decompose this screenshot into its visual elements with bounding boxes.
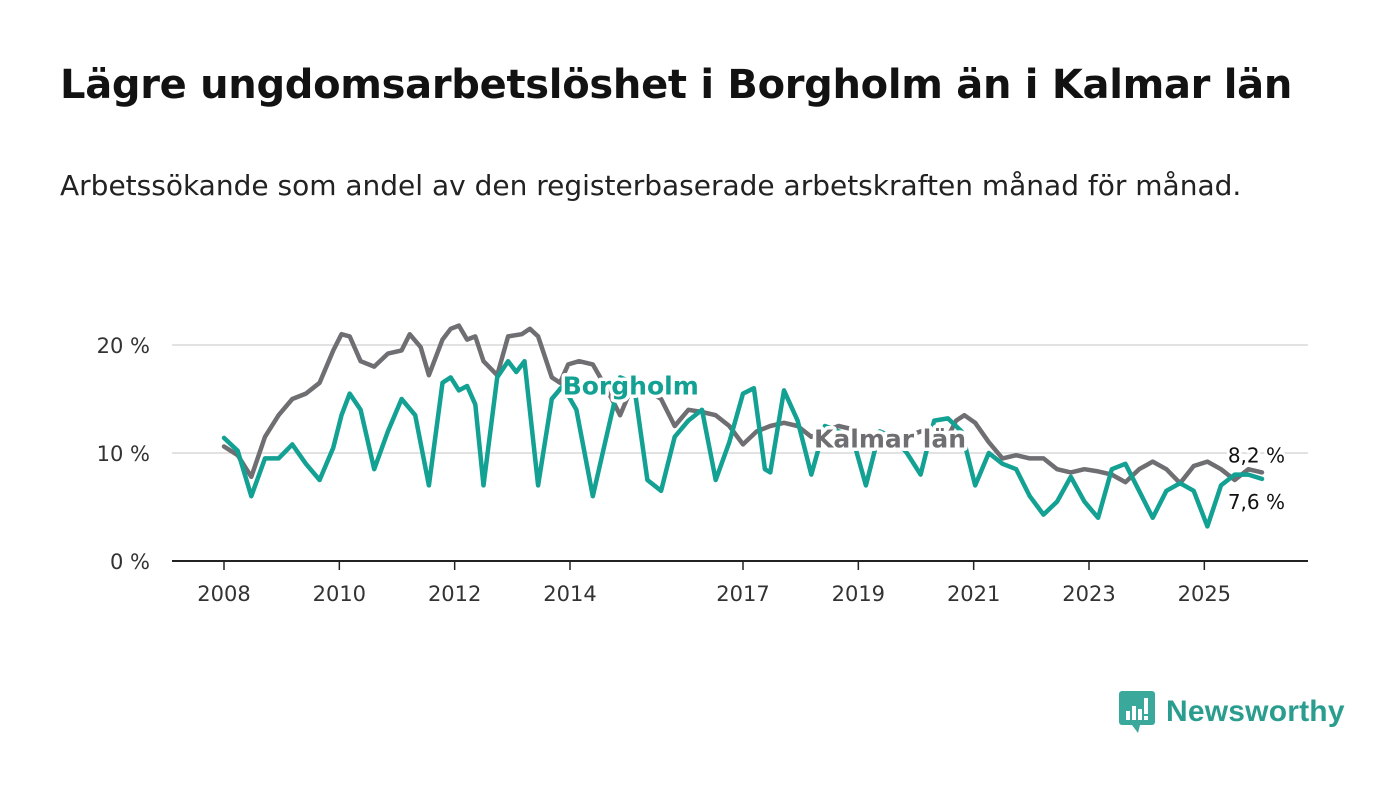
series-label-kalmar-län: Kalmar län bbox=[814, 425, 966, 454]
y-tick-label: 10 % bbox=[97, 442, 150, 466]
series-label-borgholm: Borgholm bbox=[563, 372, 699, 401]
series-label-halo-kalmar-län: Kalmar län bbox=[814, 425, 966, 454]
x-tick-label: 2010 bbox=[313, 582, 366, 606]
x-tick-label: 2012 bbox=[428, 582, 481, 606]
end-value-halo-borgholm: 7,6 % bbox=[1228, 490, 1285, 514]
x-tick-label: 2008 bbox=[197, 582, 250, 606]
axes: 0 % 10 % 20 % 2008 2010 2012 2014 2017 2019 2021 2… bbox=[97, 334, 1308, 606]
y-tick-label: 20 % bbox=[97, 334, 150, 358]
y-tick-label: 0 % bbox=[110, 550, 150, 574]
end-value-label-borgholm: 7,6 % bbox=[1228, 490, 1285, 514]
series-line-kalmar-län bbox=[221, 323, 1265, 486]
series-label-halo-borgholm: Borgholm bbox=[563, 372, 699, 401]
x-tick-label: 2019 bbox=[832, 582, 885, 606]
end-value-label-kalmar-län: 8,2 % bbox=[1228, 443, 1285, 467]
x-tick-label: 2017 bbox=[716, 582, 769, 606]
x-tick-label: 2021 bbox=[947, 582, 1000, 606]
chart-title: Lägre ungdomsarbetslöshet i Borgholm än … bbox=[60, 62, 1293, 108]
x-tick-label: 2025 bbox=[1178, 582, 1231, 606]
brand-logo[interactable]: Newsworthy bbox=[1118, 690, 1345, 734]
bar-chart-speech-icon bbox=[1119, 691, 1155, 733]
brand-name: Newsworthy bbox=[1166, 695, 1345, 728]
end-value-halo-kalmar-län: 8,2 % bbox=[1228, 443, 1285, 467]
grid-lines bbox=[172, 344, 1308, 454]
x-tick-label: 2023 bbox=[1062, 582, 1115, 606]
x-tick-label: 2014 bbox=[543, 582, 596, 606]
chart-subtitle: Arbetssökande som andel av den registerb… bbox=[60, 169, 1242, 202]
series-lines bbox=[221, 323, 1265, 529]
series-line-borgholm bbox=[221, 358, 1265, 529]
